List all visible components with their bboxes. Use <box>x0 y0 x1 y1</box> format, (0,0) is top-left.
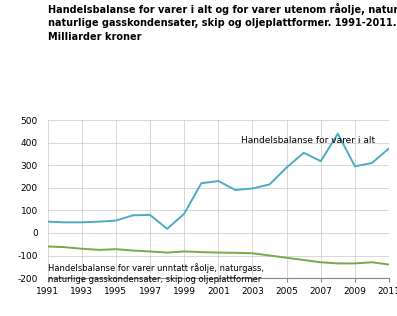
Text: Handelsbalanse for varer i alt og for varer utenom råolje, naturgass,
naturlige : Handelsbalanse for varer i alt og for va… <box>48 3 397 42</box>
Text: Handelsbalanse for varer i alt: Handelsbalanse for varer i alt <box>241 136 375 145</box>
Text: Handelsbalanse for varer unntatt råolje, naturgass,
naturlige gasskondensater, s: Handelsbalanse for varer unntatt råolje,… <box>48 264 264 284</box>
